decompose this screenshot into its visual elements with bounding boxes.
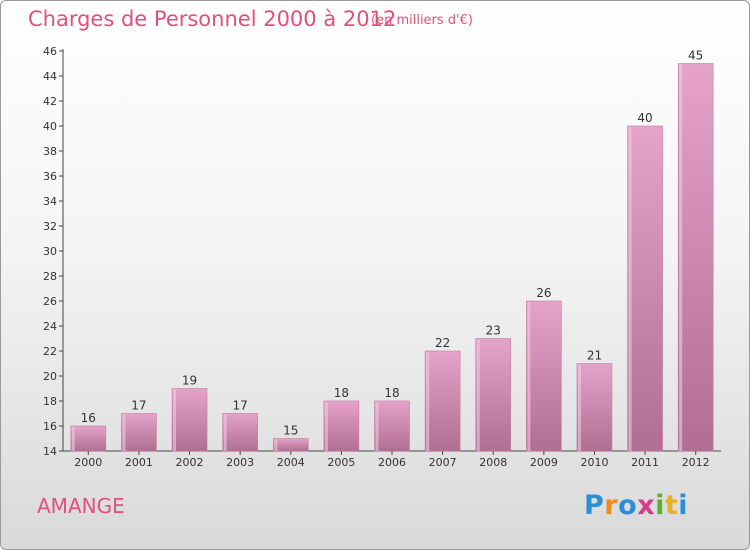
- x-tick-label: 2004: [277, 456, 305, 469]
- y-tick-label: 34: [43, 195, 57, 208]
- data-label: 17: [131, 399, 146, 413]
- bar-highlight: [173, 389, 177, 451]
- bar-highlight: [223, 414, 227, 451]
- bar: [627, 125, 663, 452]
- brand-letter: o: [618, 490, 638, 521]
- y-tick-label: 14: [43, 445, 57, 458]
- data-label: 15: [283, 424, 298, 438]
- data-label: 18: [334, 386, 349, 400]
- bar-highlight: [679, 64, 683, 451]
- brand-letter: x: [637, 490, 656, 521]
- y-tick-label: 30: [43, 245, 57, 258]
- data-label: 19: [182, 374, 197, 388]
- axes: 14 16 18 20 22 24 26 28 30 32 34 36 38 40 42 44 46: [43, 45, 721, 458]
- bar: [323, 400, 360, 452]
- data-label: 21: [587, 349, 602, 363]
- data-label: 16: [81, 411, 96, 425]
- x-tick-label: 2005: [327, 456, 355, 469]
- y-tick-label: 38: [43, 145, 57, 158]
- x-tick-label: 2001: [125, 456, 153, 469]
- chart-title: Charges de Personnel 2000 à 2012: [28, 7, 397, 31]
- y-tick-label: 46: [43, 45, 57, 58]
- bar: [374, 400, 410, 452]
- commune-name: AMANGE: [37, 494, 125, 518]
- data-label: 17: [233, 399, 248, 413]
- bar: [272, 438, 309, 452]
- x-tick-label: 2010: [580, 456, 608, 469]
- bar: [222, 413, 258, 452]
- proxiti-logo: Proxiti: [584, 490, 688, 521]
- bar-highlight: [527, 302, 531, 451]
- bar-highlight: [324, 402, 328, 451]
- bar-highlight: [122, 414, 126, 451]
- bar: [70, 425, 107, 452]
- bar: [677, 63, 714, 452]
- bar: [424, 350, 461, 452]
- bar-highlight: [426, 352, 430, 451]
- chart-subtitle: (en milliers d'€): [371, 13, 473, 28]
- brand-letter: i: [678, 490, 689, 521]
- bar: [171, 388, 208, 452]
- bars: [70, 63, 714, 452]
- bar-highlight: [476, 339, 480, 451]
- x-tick-label: 2011: [631, 456, 659, 469]
- brand-letter: t: [664, 490, 679, 521]
- y-tick-label: 42: [43, 95, 57, 108]
- y-tick-label: 44: [43, 70, 57, 83]
- y-tick-label: 24: [43, 320, 57, 333]
- x-tick-label: 2009: [530, 456, 558, 469]
- data-label: 18: [384, 386, 399, 400]
- bar-highlight: [71, 427, 75, 451]
- data-label: 45: [688, 49, 703, 63]
- data-label: 26: [536, 286, 551, 300]
- y-tick-label: 26: [43, 295, 57, 308]
- x-tick-label: 2007: [429, 456, 457, 469]
- y-tick-label: 16: [43, 420, 57, 433]
- x-tick-label: 2012: [682, 456, 710, 469]
- bar: [526, 300, 562, 452]
- bar: [121, 413, 157, 452]
- bar-highlight: [628, 127, 632, 451]
- data-label: 22: [435, 336, 450, 350]
- y-tick-label: 22: [43, 345, 57, 358]
- bar-highlight: [274, 439, 278, 451]
- x-tick-label: 2003: [226, 456, 254, 469]
- y-tick-label: 28: [43, 270, 57, 283]
- brand-letter: i: [655, 490, 665, 521]
- brand-letter: r: [604, 490, 619, 521]
- data-label: 23: [486, 324, 501, 338]
- y-tick-label: 32: [43, 220, 57, 233]
- x-tick-label: 2002: [176, 456, 204, 469]
- bar-highlight: [577, 364, 581, 451]
- bar-highlight: [375, 402, 379, 451]
- bar: [576, 363, 613, 452]
- x-tick-label: 2000: [74, 456, 102, 469]
- x-tick-label: 2006: [378, 456, 406, 469]
- brand-letter: P: [584, 490, 605, 521]
- labels: 16 2000 17 2001 19 2002 17 2003 15 2004 18 2005 18 20…: [74, 49, 709, 470]
- x-tick-label: 2008: [479, 456, 507, 469]
- bar: [475, 338, 512, 452]
- y-tick-label: 40: [43, 120, 57, 133]
- y-tick-label: 20: [43, 370, 57, 383]
- y-tick-label: 18: [43, 395, 57, 408]
- data-label: 40: [637, 111, 652, 125]
- y-tick-label: 36: [43, 170, 57, 183]
